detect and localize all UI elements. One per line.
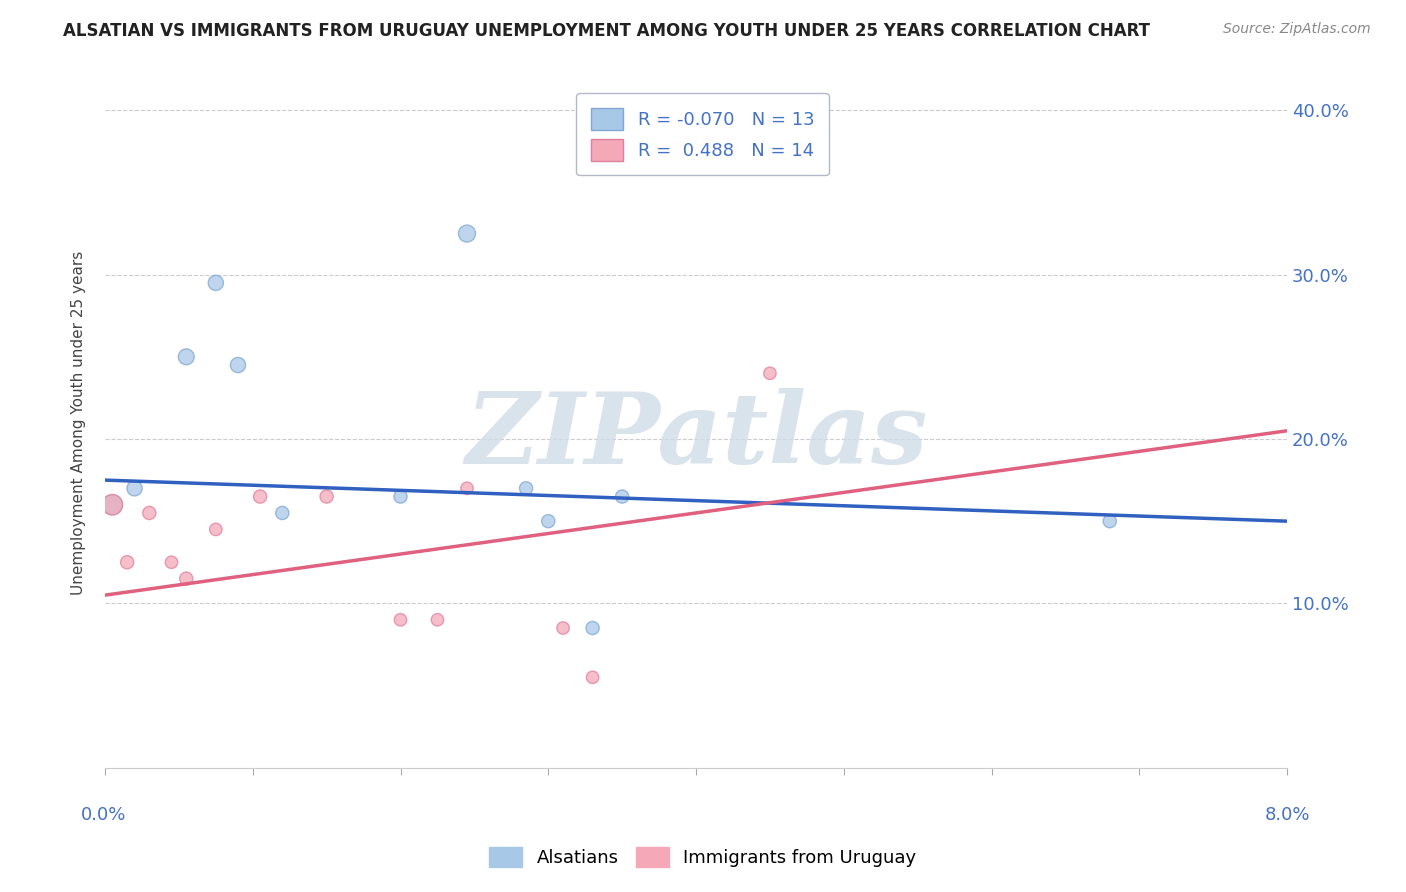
Point — [315, 490, 337, 504]
Text: Source: ZipAtlas.com: Source: ZipAtlas.com — [1223, 22, 1371, 37]
Point — [515, 481, 537, 495]
Point — [138, 506, 160, 520]
Y-axis label: Unemployment Among Youth under 25 years: Unemployment Among Youth under 25 years — [72, 251, 86, 595]
Point — [456, 481, 478, 495]
Legend: R = -0.070   N = 13, R =  0.488   N = 14: R = -0.070 N = 13, R = 0.488 N = 14 — [576, 94, 830, 176]
Point — [426, 613, 449, 627]
Point — [759, 366, 782, 380]
Text: ALSATIAN VS IMMIGRANTS FROM URUGUAY UNEMPLOYMENT AMONG YOUTH UNDER 25 YEARS CORR: ALSATIAN VS IMMIGRANTS FROM URUGUAY UNEM… — [63, 22, 1150, 40]
Point — [160, 555, 183, 569]
Point — [389, 490, 412, 504]
Point — [101, 498, 124, 512]
Point — [581, 621, 603, 635]
Point — [537, 514, 560, 528]
Point — [115, 555, 138, 569]
Point — [581, 670, 603, 684]
Point — [456, 227, 478, 241]
Point — [204, 276, 226, 290]
Point — [551, 621, 574, 635]
Point — [174, 350, 197, 364]
Text: 8.0%: 8.0% — [1265, 805, 1310, 823]
Point — [226, 358, 249, 372]
Point — [124, 481, 146, 495]
Text: 0.0%: 0.0% — [82, 805, 127, 823]
Point — [389, 613, 412, 627]
Legend: Alsatians, Immigrants from Uruguay: Alsatians, Immigrants from Uruguay — [482, 839, 924, 874]
Point — [101, 498, 124, 512]
Point — [1098, 514, 1121, 528]
Point — [174, 572, 197, 586]
Point — [271, 506, 294, 520]
Point — [612, 490, 634, 504]
Text: ZIPatlas: ZIPatlas — [465, 388, 927, 484]
Point — [249, 490, 271, 504]
Point — [204, 522, 226, 536]
